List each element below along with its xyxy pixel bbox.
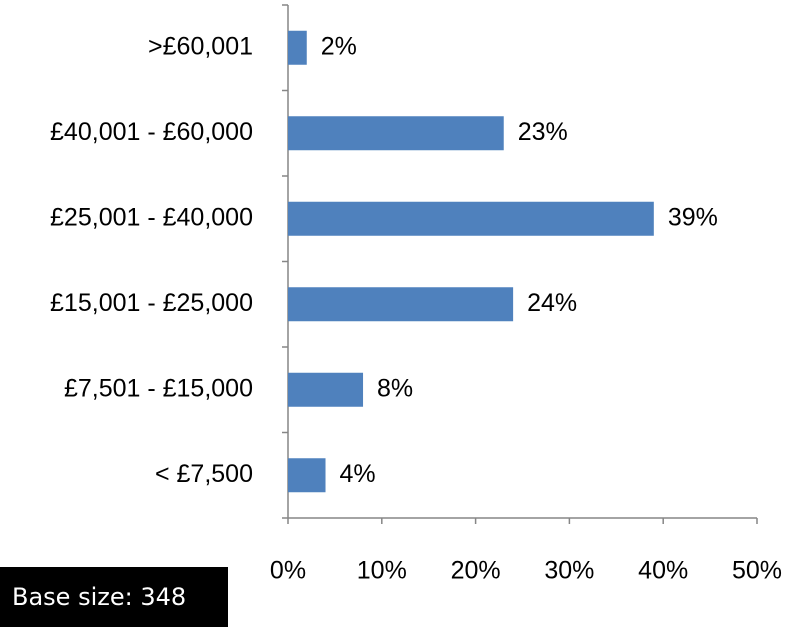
data-label: 24% xyxy=(527,289,577,317)
data-label: 8% xyxy=(377,374,413,402)
data-label: 2% xyxy=(321,32,357,60)
data-label: 4% xyxy=(340,460,376,488)
x-tick-label: 50% xyxy=(732,557,782,585)
y-tick-label: £15,001 - £25,000 xyxy=(50,289,253,317)
data-label: 39% xyxy=(668,203,718,231)
y-tick-label: < £7,500 xyxy=(155,460,253,488)
x-tick-label: 20% xyxy=(451,557,501,585)
annotation-box xyxy=(0,567,228,627)
x-tick-label: 10% xyxy=(357,557,407,585)
x-tick-label: 0% xyxy=(270,557,306,585)
bar xyxy=(288,372,364,407)
bar xyxy=(288,201,654,236)
y-tick-label: £40,001 - £60,000 xyxy=(50,118,253,146)
x-tick-label: 30% xyxy=(544,557,594,585)
bar xyxy=(288,458,326,493)
bar xyxy=(288,116,504,151)
data-label: 23% xyxy=(518,118,568,146)
y-tick-label: £25,001 - £40,000 xyxy=(50,203,253,231)
y-tick-label: >£60,001 xyxy=(148,32,253,60)
annotation: Base size: 348 xyxy=(12,583,186,611)
x-tick-label: 40% xyxy=(638,557,688,585)
y-tick-label: £7,501 - £15,000 xyxy=(64,374,253,402)
bar xyxy=(288,30,307,65)
bar xyxy=(288,287,514,322)
